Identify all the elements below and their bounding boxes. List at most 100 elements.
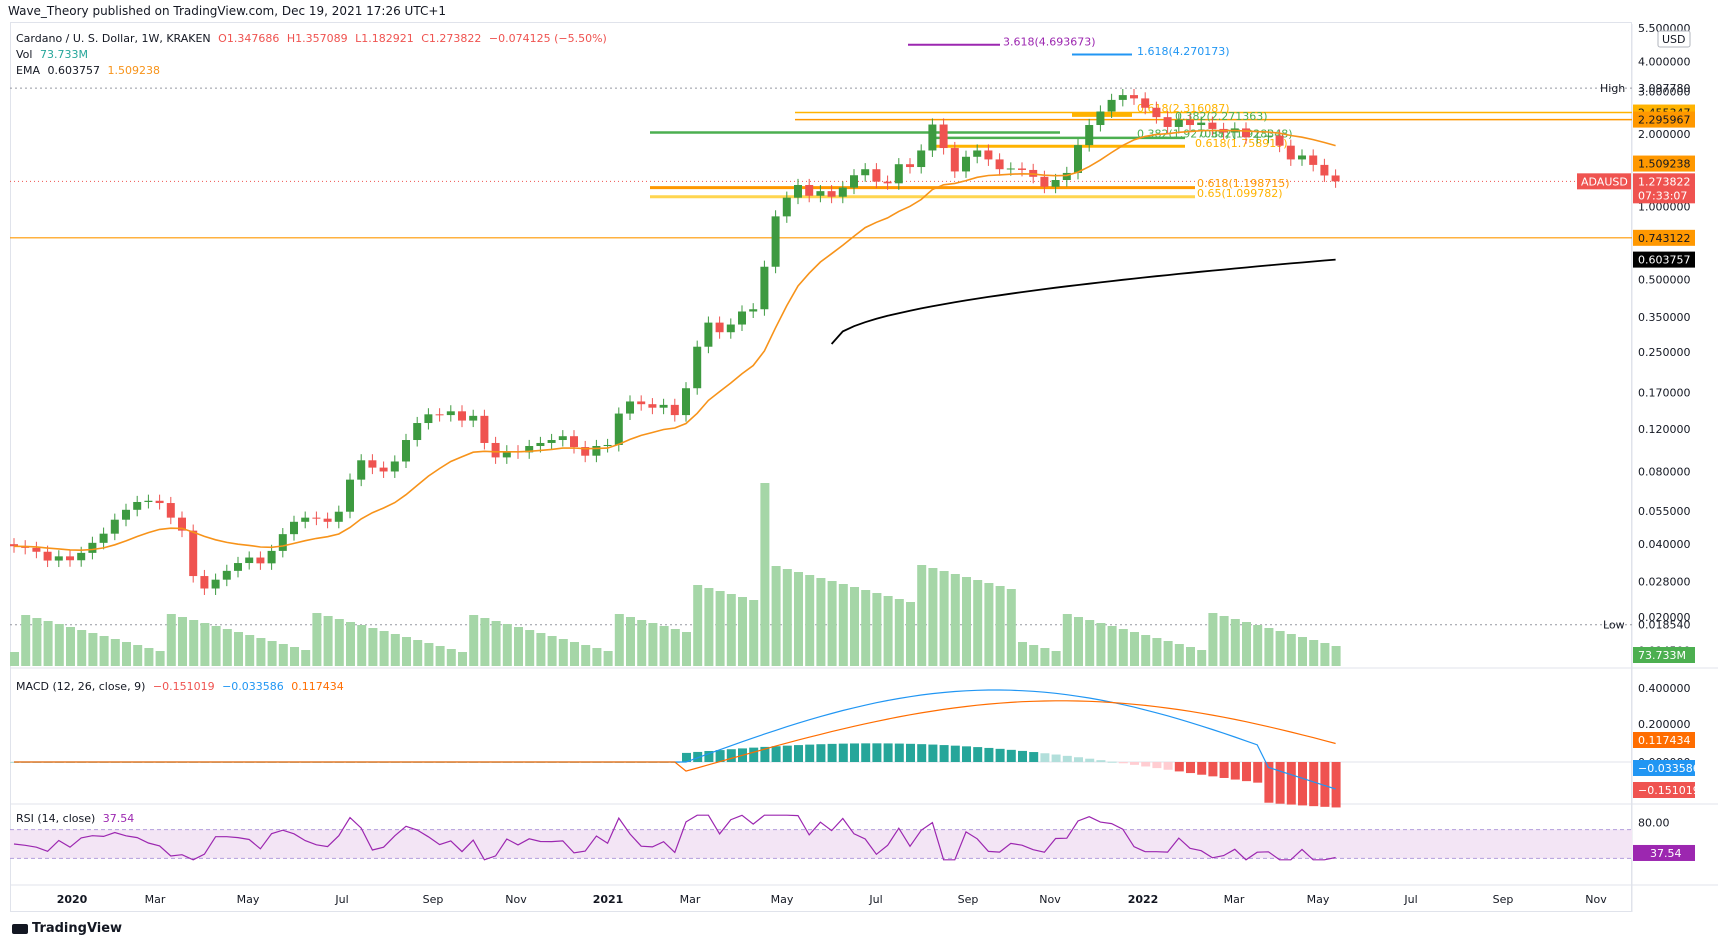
macd-value-2: −0.033586 [222,680,284,693]
rsi-band [10,829,1632,859]
volume-bar [1219,616,1229,666]
candle-body [794,185,802,198]
candle-body [1051,180,1060,187]
candle-body [1320,164,1329,176]
volume-bar [603,651,613,666]
volume-bar [32,618,42,666]
macd-histogram-bar [827,743,837,762]
volume-bar [1107,626,1117,666]
volume-bar [222,629,232,666]
macd-histogram-bar [794,745,803,762]
macd-histogram-bar [1118,762,1128,764]
signal-line [14,700,1336,772]
macd-histogram-bar [693,751,703,762]
volume-bar [144,648,154,666]
volume-bar [525,630,535,666]
candle-body [726,324,735,333]
volume-bar [928,568,938,666]
volume-bar [558,639,568,666]
candle-body [1309,155,1318,165]
price-tag [1633,251,1695,268]
macd-histogram-bar [1152,762,1162,769]
volume-bar [346,622,355,666]
volume-bar [648,623,658,666]
candle-body [1275,135,1284,146]
macd-histogram-bar [962,746,971,762]
volume-bar [234,632,243,666]
candle-body [939,124,948,149]
candle-body [917,150,926,168]
candle-body [1331,175,1340,182]
candle-body [144,500,153,502]
macd-histogram-bar [1286,762,1296,805]
candle-body [805,185,814,196]
macd-histogram-bar [1275,762,1285,804]
macd-histogram-bar [1208,762,1218,777]
candle-body [637,401,646,405]
volume-bar [816,578,826,666]
candle-body [278,534,287,551]
volume-bar [995,586,1005,666]
volume-bar [480,618,490,666]
price-tick-label: 0.040000 [1638,538,1691,551]
candle-body [469,415,478,421]
fib-level-label: 3.618(4.693673) [1003,35,1096,48]
candle-body [760,266,769,310]
volume-bar [581,645,591,666]
volume-bar [1230,619,1240,666]
macd-histogram-bar [1186,762,1195,774]
candle-body [1085,125,1094,146]
macd-histogram-bar [1264,762,1274,803]
volume-bar [950,574,960,666]
candle-body [962,156,970,172]
volume-bar [278,644,288,666]
macd-label: MACD (12, 26, close, 9) [16,680,146,693]
candle-body [267,550,276,564]
macd-histogram-bar [726,749,736,762]
time-tick-label: 2021 [593,893,624,906]
volume-bar [682,632,691,666]
time-tick-label: May [237,893,260,906]
macd-histogram-bar [1085,758,1095,762]
volume-bar [794,572,803,666]
candle-body [312,517,321,519]
macd-histogram-bar [1331,762,1341,808]
volume-bar [760,483,770,666]
rsi-label: RSI (14, close) [16,812,96,825]
candle-body [1040,176,1049,187]
time-tick-label: Jul [868,893,882,906]
macd-histogram-bar [1197,762,1207,775]
candle-body [1107,99,1116,112]
fib-level-label: 0.382(2.271363) [1175,110,1268,123]
macd-tag-text: −0.033586 [1638,762,1700,775]
price-tick-label: 2.000000 [1638,128,1691,141]
price-tick-label: 0.020000 [1638,611,1691,624]
time-tick-label: Sep [1493,893,1514,906]
volume-bar [133,645,143,666]
candle-body [1062,172,1071,181]
price-legend: Cardano / U. S. Dollar, 1W, KRAKEN O1.34… [16,32,611,45]
candle-body [659,404,668,408]
volume-bar [1163,641,1173,666]
volume-bar [1331,646,1341,666]
volume-bar [883,596,893,666]
candle-body [536,442,545,447]
macd-histogram-bar [950,745,960,762]
macd-histogram-bar [1062,755,1072,762]
volume-bar [368,628,378,666]
volume-bar [1242,622,1251,666]
volume-bar [301,650,311,666]
time-tick-label: Mar [680,893,701,906]
volume-bar [1298,637,1307,666]
price-tag-text: 73.733M [1638,649,1686,662]
volume-bar [626,617,635,666]
currency-badge [1657,30,1691,48]
candle-body [446,411,455,416]
rsi-tag [1633,844,1695,861]
time-tick-label: Jul [1403,893,1417,906]
macd-histogram-bar [1006,749,1016,762]
candle-body [54,556,63,561]
macd-histogram-bar [928,744,938,762]
macd-histogram-bar [1230,762,1240,780]
